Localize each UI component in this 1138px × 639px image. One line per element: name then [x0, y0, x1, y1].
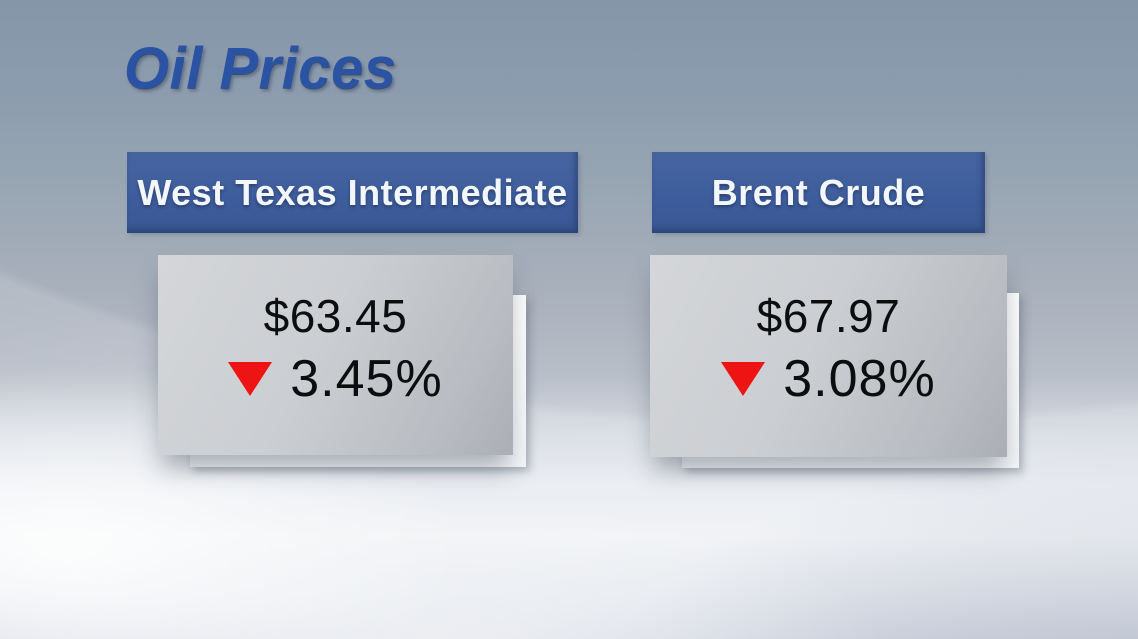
price-card-brent: $67.97 3.08%	[650, 255, 1007, 457]
panel-header-wti-label: West Texas Intermediate	[137, 171, 568, 213]
down-triangle-icon	[228, 362, 273, 396]
change-percent-brent: 3.08%	[783, 350, 936, 408]
page-title: Oil Prices	[124, 36, 397, 101]
change-percent-wti: 3.45%	[290, 350, 443, 408]
price-value-brent: $67.97	[756, 290, 901, 342]
panel-header-brent: Brent Crude	[652, 152, 985, 233]
change-row-wti: 3.45%	[228, 353, 442, 405]
change-row-brent: 3.08%	[721, 353, 935, 405]
price-value-wti: $63.45	[263, 290, 408, 342]
down-triangle-icon	[721, 362, 766, 396]
panel-header-wti: West Texas Intermediate	[127, 152, 578, 233]
panel-header-brent-label: Brent Crude	[711, 171, 926, 213]
price-card-wti: $63.45 3.45%	[158, 255, 513, 455]
